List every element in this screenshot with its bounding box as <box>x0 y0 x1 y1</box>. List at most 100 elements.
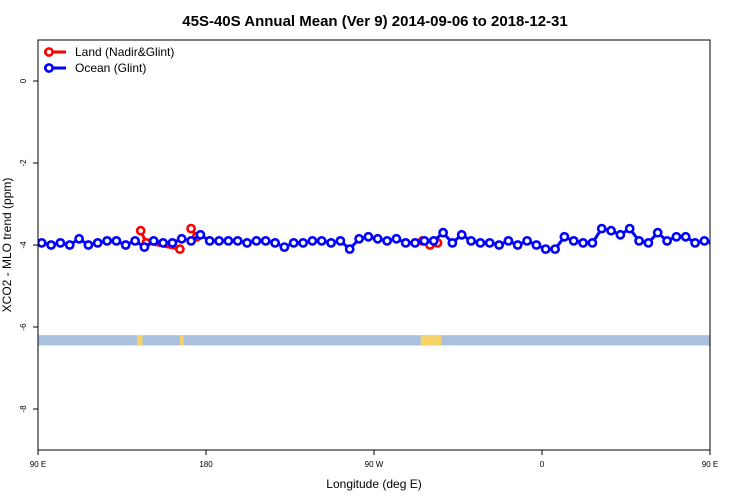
data-point-ocean <box>466 235 476 246</box>
x-tick-label: 90 E <box>30 460 46 469</box>
data-point-ocean <box>410 237 420 248</box>
data-point-ocean <box>587 237 598 248</box>
data-point-ocean <box>680 231 691 242</box>
data-point-ocean <box>456 229 467 240</box>
data-point-ocean <box>606 225 616 236</box>
data-point-ocean <box>503 235 514 246</box>
data-point-ocean <box>307 235 318 246</box>
x-axis: 90 E 180 90 W 0 90 E <box>30 450 718 469</box>
y-tick-label: 0 <box>19 78 28 83</box>
data-point-ocean <box>615 229 626 240</box>
data-point-ocean <box>540 244 551 254</box>
data-point-ocean <box>475 237 486 248</box>
y-tick-label: -6 <box>19 323 28 331</box>
x-axis-label: Longitude (deg E) <box>326 477 421 491</box>
data-point-ocean <box>195 229 206 240</box>
data-point-ocean <box>550 244 560 254</box>
data-point-ocean <box>634 235 644 246</box>
data-point-ocean <box>186 235 196 246</box>
data-point-ocean <box>559 231 570 242</box>
y-tick-label: -2 <box>19 159 28 167</box>
legend-label-land: Land (Nadir&Glint) <box>75 45 174 59</box>
land-band-segment <box>420 335 442 346</box>
data-point-ocean <box>400 237 411 248</box>
data-point-ocean <box>326 237 336 248</box>
data-point-ocean <box>74 233 84 244</box>
y-axis-label: XCO2 - MLO trend (ppm) <box>0 178 14 313</box>
data-point-ocean <box>372 233 383 244</box>
legend-label-ocean: Ocean (Glint) <box>75 61 146 75</box>
data-point-ocean <box>270 237 280 248</box>
data-point-ocean <box>699 235 710 246</box>
data-point-ocean <box>344 244 355 254</box>
data-point-ocean <box>55 237 66 248</box>
x-tick-label: 90 W <box>365 460 384 469</box>
data-point-ocean <box>38 238 47 248</box>
data-point-ocean <box>438 227 448 238</box>
series-layer <box>38 223 710 254</box>
surface-band <box>38 335 710 346</box>
data-point-ocean <box>279 242 290 252</box>
data-point-ocean <box>578 237 588 248</box>
data-point-ocean <box>447 237 458 248</box>
data-point-ocean <box>158 237 168 248</box>
data-point-ocean <box>624 223 635 234</box>
ocean-band <box>38 335 710 346</box>
data-point-ocean <box>643 237 654 248</box>
data-point-ocean <box>232 235 243 246</box>
data-point-ocean <box>204 235 215 246</box>
data-point-land <box>186 223 196 234</box>
y-tick-label: -8 <box>19 405 28 413</box>
data-point-ocean <box>214 235 224 246</box>
data-point-ocean <box>298 237 308 248</box>
data-point-ocean <box>242 237 252 248</box>
data-point-ocean <box>148 235 159 246</box>
data-point-ocean <box>428 235 439 246</box>
data-point-ocean <box>391 233 402 244</box>
land-band-segment <box>136 335 143 346</box>
x-tick-label: 90 E <box>702 460 718 469</box>
data-point-ocean <box>139 242 150 252</box>
legend: Land (Nadir&Glint) Ocean (Glint) <box>44 45 174 75</box>
data-point-land <box>174 244 185 254</box>
data-point-ocean <box>531 240 542 250</box>
data-point-ocean <box>111 235 122 246</box>
data-point-ocean <box>316 235 327 246</box>
data-point-ocean <box>64 240 75 250</box>
data-point-ocean <box>354 233 364 244</box>
data-point-ocean <box>568 235 579 246</box>
chart-title: 45S-40S Annual Mean (Ver 9) 2014-09-06 t… <box>182 13 567 30</box>
data-point-ocean <box>596 223 607 234</box>
data-point-ocean <box>671 231 682 242</box>
data-point-ocean <box>223 235 234 246</box>
data-point-ocean <box>120 240 131 250</box>
data-point-ocean <box>363 231 374 242</box>
data-point-ocean <box>382 235 392 246</box>
data-point-ocean <box>102 235 112 246</box>
data-point-ocean <box>288 237 299 248</box>
data-point-ocean <box>260 235 271 246</box>
data-point-ocean <box>176 233 187 244</box>
land-band-segment <box>179 335 184 346</box>
legend-marker-ocean <box>44 63 54 73</box>
data-point-ocean <box>83 240 94 250</box>
series-ocean <box>38 223 710 254</box>
data-point-ocean <box>484 237 495 248</box>
y-tick-label: -4 <box>19 241 28 249</box>
data-point-ocean <box>652 227 663 238</box>
data-point-ocean <box>335 235 346 246</box>
data-point-ocean <box>92 237 103 248</box>
data-point-ocean <box>130 235 140 246</box>
data-point-ocean <box>167 237 178 248</box>
x-tick-label: 0 <box>540 460 545 469</box>
data-point-ocean <box>522 235 532 246</box>
legend-marker-land <box>44 47 54 57</box>
data-point-ocean <box>46 240 56 250</box>
data-point-ocean <box>251 235 262 246</box>
data-point-ocean <box>662 235 672 246</box>
y-axis: 0 -2 -4 -6 -8 <box>19 78 38 413</box>
data-point-ocean <box>419 235 430 246</box>
data-point-land <box>135 225 146 236</box>
